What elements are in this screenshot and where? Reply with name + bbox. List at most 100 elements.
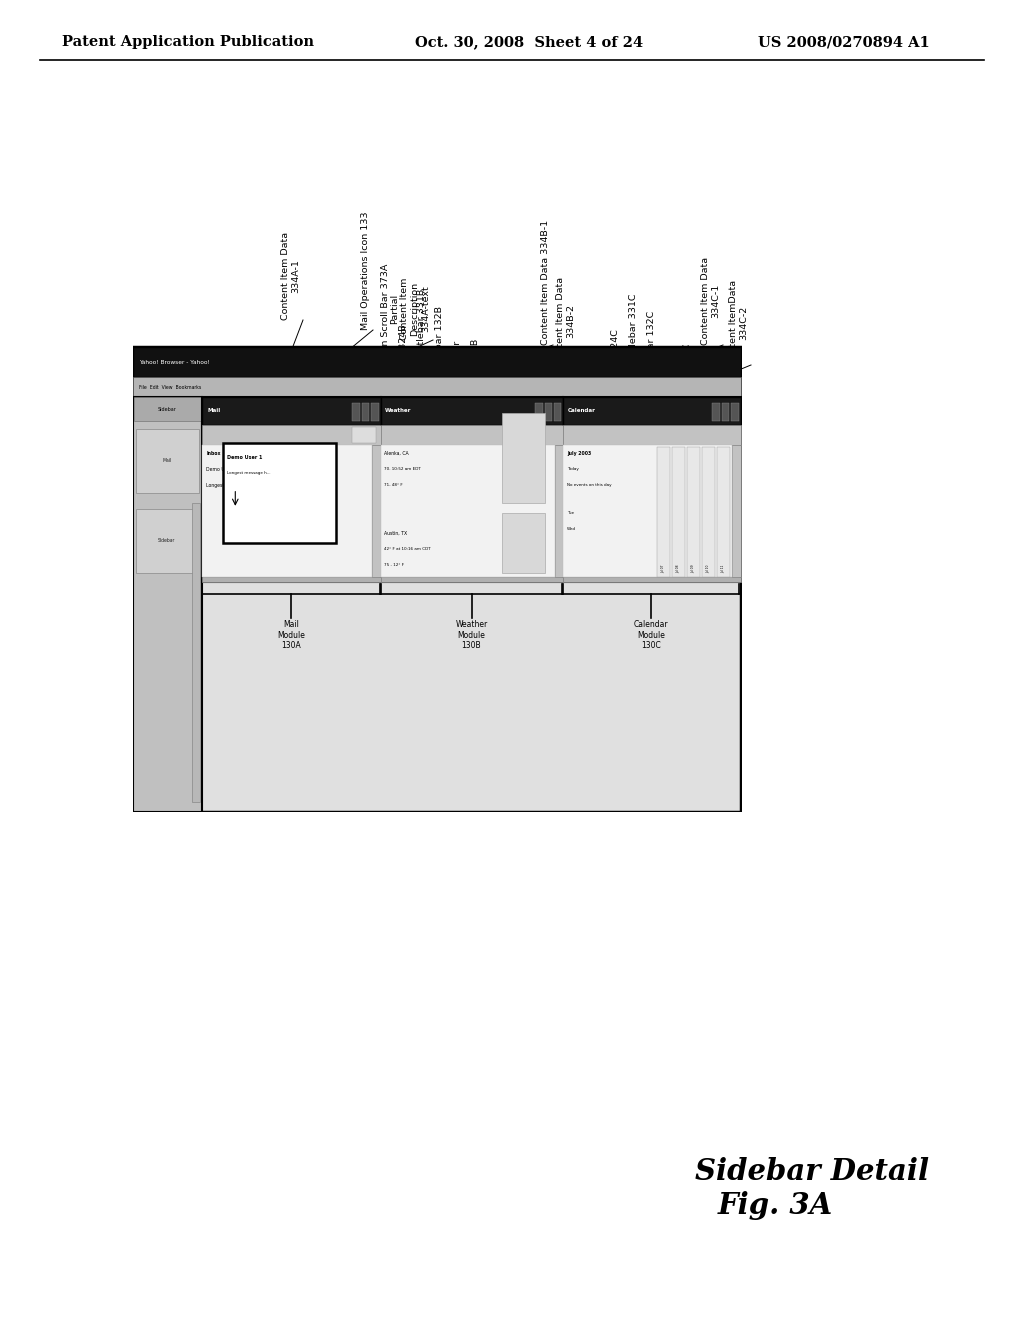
Text: Jul 08: Jul 08 [677, 564, 681, 573]
Text: Jul 09: Jul 09 [691, 564, 695, 573]
Bar [372, 403, 379, 421]
Bar [203, 397, 381, 582]
Text: Mail
Module
130A: Mail Module 130A [278, 620, 305, 651]
Text: Mail: Mail [207, 408, 220, 413]
Bar [687, 447, 700, 577]
Text: Austin, TX: Austin, TX [384, 531, 408, 536]
Bar [545, 403, 552, 421]
Text: Tue: Tue [567, 511, 574, 515]
Bar [554, 403, 561, 421]
Text: Module Titlebar 331B: Module Titlebar 331B [417, 289, 426, 389]
Text: Module Scrollbar: Module Scrollbar [453, 341, 462, 420]
Bar [731, 403, 738, 421]
Text: Module Scrollbar: Module Scrollbar [205, 488, 215, 570]
Bar [732, 445, 740, 577]
Text: Partial
Content Item
Description
334A-text: Partial Content Item Description 334A-te… [390, 277, 430, 341]
Text: Pane 324C: Pane 324C [611, 329, 620, 380]
Text: Content Item Data
334A-1: Content Item Data 334A-1 [281, 232, 300, 319]
Bar [352, 403, 360, 421]
Text: Pane 324B: Pane 324B [399, 325, 408, 375]
Bar [503, 512, 545, 573]
Text: Module Toolbar 132A: Module Toolbar 132A [195, 451, 205, 553]
Bar [203, 577, 381, 582]
Bar [563, 397, 740, 582]
Text: Inbox: Inbox [206, 451, 221, 455]
Bar [563, 397, 740, 425]
Text: Jul 11: Jul 11 [722, 564, 726, 573]
Bar [223, 444, 336, 543]
Bar [136, 508, 199, 573]
Text: Today: Today [567, 467, 579, 471]
Text: Alenka, CA: Alenka, CA [384, 451, 409, 455]
Bar [134, 397, 201, 421]
Text: 42° F at 10:16 am CDT: 42° F at 10:16 am CDT [384, 546, 431, 550]
Text: Content ItemData
334C-2: Content ItemData 334C-2 [729, 280, 748, 366]
Bar [381, 445, 555, 577]
Bar [672, 447, 685, 577]
Text: Thin Scroll Bar 373A: Thin Scroll Bar 373A [381, 264, 390, 360]
Bar [133, 397, 202, 812]
Bar [352, 426, 376, 444]
Text: US 2008/0270894 A1: US 2008/0270894 A1 [758, 36, 930, 49]
Text: Weather
Module
130B: Weather Module 130B [456, 620, 487, 651]
Text: Content Item Data
334C-1: Content Item Data 334C-1 [700, 257, 720, 345]
Bar [193, 503, 200, 801]
Text: File  Edit  View  Bookmarks: File Edit View Bookmarks [138, 384, 201, 389]
Bar [133, 347, 740, 378]
Text: Sidebar Main Toolbar 223: Sidebar Main Toolbar 223 [165, 379, 175, 502]
Bar [702, 447, 715, 577]
Bar [381, 397, 563, 582]
Text: Content Item Data 334B-1: Content Item Data 334B-1 [541, 220, 550, 345]
Text: Module Titlebar 331C: Module Titlebar 331C [629, 293, 638, 395]
Text: Module Titlebar 331A: Module Titlebar 331A [185, 432, 195, 536]
Text: Fig. 3A: Fig. 3A [718, 1191, 834, 1220]
Text: Sidebar: Sidebar [158, 539, 175, 543]
Bar [381, 577, 563, 582]
Text: No events on this day: No events on this day [567, 483, 611, 487]
Bar [563, 425, 740, 445]
Text: Demo User 1: Demo User 1 [206, 467, 237, 471]
Bar [203, 425, 381, 445]
Text: Yahoo! Browser - Yahoo!: Yahoo! Browser - Yahoo! [138, 359, 210, 364]
Bar [381, 425, 563, 445]
Bar [203, 445, 372, 577]
Text: 70. 10:52 am EDT: 70. 10:52 am EDT [384, 467, 421, 471]
Bar [361, 403, 370, 421]
Text: Sidebar 120: Sidebar 120 [155, 426, 165, 484]
Text: Module Toolbar 132C: Module Toolbar 132C [647, 310, 656, 411]
Text: Module Scrollbar: Module Scrollbar [665, 346, 674, 425]
Bar [536, 403, 543, 421]
Bar [203, 397, 381, 425]
Text: Weather: Weather [385, 408, 412, 413]
Text: Jul 10: Jul 10 [707, 564, 711, 573]
Text: Thin Scroll Bar 373C: Thin Scroll Bar 373C [683, 343, 692, 440]
Text: July 2003: July 2003 [567, 451, 591, 455]
Bar [563, 577, 740, 582]
Text: Sidebar: Sidebar [158, 407, 176, 412]
Text: Longest message h...: Longest message h... [227, 471, 270, 475]
Bar [136, 429, 199, 492]
Text: Sidebar Detail: Sidebar Detail [695, 1158, 929, 1187]
Text: 75 - 12° F: 75 - 12° F [384, 562, 404, 566]
Bar [372, 445, 381, 577]
Text: Thin Scroll Bar 373B: Thin Scroll Bar 373B [471, 339, 480, 436]
Text: 71- 48° F: 71- 48° F [384, 483, 403, 487]
Bar [717, 447, 730, 577]
Text: Calendar: Calendar [568, 408, 596, 413]
Text: Module Toolbar 132B: Module Toolbar 132B [435, 306, 444, 405]
Bar [133, 378, 740, 397]
Bar [563, 445, 732, 577]
Bar [657, 447, 671, 577]
Bar [555, 445, 563, 577]
Text: Demo User 1: Demo User 1 [227, 455, 262, 459]
Text: Content Item Data
334B-2: Content Item Data 334B-2 [556, 277, 575, 366]
Text: Longest message h...: Longest message h... [206, 483, 255, 488]
Text: Mail Operations Icon 133: Mail Operations Icon 133 [361, 211, 370, 330]
Text: Oct. 30, 2008  Sheet 4 of 24: Oct. 30, 2008 Sheet 4 of 24 [415, 36, 643, 49]
Bar [722, 403, 729, 421]
Text: Wed: Wed [567, 527, 577, 531]
Text: Pane 324A: Pane 324A [175, 467, 185, 519]
Text: Jul 07: Jul 07 [662, 564, 666, 573]
Bar [503, 413, 545, 503]
Bar [713, 403, 720, 421]
